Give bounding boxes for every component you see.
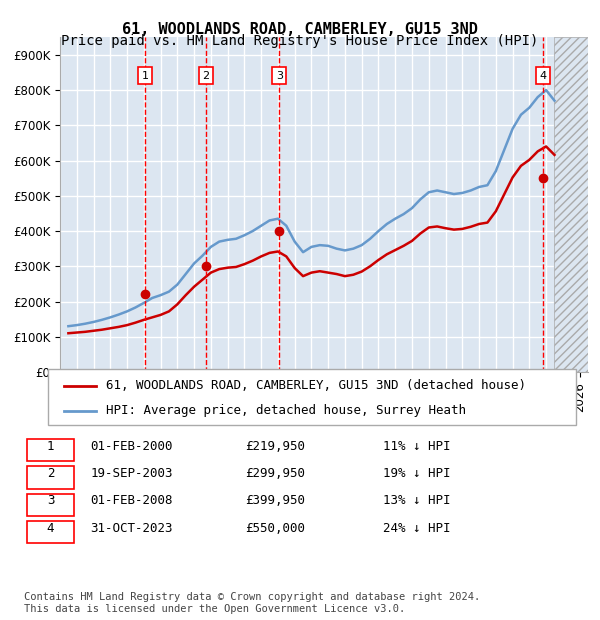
Text: 1: 1: [47, 440, 54, 453]
Text: Contains HM Land Registry data © Crown copyright and database right 2024.
This d: Contains HM Land Registry data © Crown c…: [24, 592, 480, 614]
Text: 19-SEP-2003: 19-SEP-2003: [90, 467, 173, 480]
Text: 19% ↓ HPI: 19% ↓ HPI: [383, 467, 450, 480]
Text: 01-FEB-2000: 01-FEB-2000: [90, 440, 173, 453]
Text: 4: 4: [539, 71, 547, 81]
Text: 13% ↓ HPI: 13% ↓ HPI: [383, 495, 450, 507]
Text: 3: 3: [47, 495, 54, 507]
Text: £550,000: £550,000: [245, 522, 305, 534]
FancyBboxPatch shape: [27, 521, 74, 543]
Text: 31-OCT-2023: 31-OCT-2023: [90, 522, 173, 534]
Text: £399,950: £399,950: [245, 495, 305, 507]
Text: 2: 2: [47, 467, 54, 480]
FancyBboxPatch shape: [27, 466, 74, 489]
Text: 1: 1: [142, 71, 149, 81]
Text: Price paid vs. HM Land Registry's House Price Index (HPI): Price paid vs. HM Land Registry's House …: [61, 34, 539, 48]
Text: HPI: Average price, detached house, Surrey Heath: HPI: Average price, detached house, Surr…: [106, 404, 466, 417]
Bar: [554, 37, 588, 372]
Text: 3: 3: [276, 71, 283, 81]
Text: 61, WOODLANDS ROAD, CAMBERLEY, GU15 3ND (detached house): 61, WOODLANDS ROAD, CAMBERLEY, GU15 3ND …: [106, 379, 526, 392]
Text: 4: 4: [47, 522, 54, 534]
Text: 01-FEB-2008: 01-FEB-2008: [90, 495, 173, 507]
Text: £219,950: £219,950: [245, 440, 305, 453]
Text: 2: 2: [203, 71, 210, 81]
FancyBboxPatch shape: [27, 494, 74, 516]
Text: 24% ↓ HPI: 24% ↓ HPI: [383, 522, 450, 534]
Text: £299,950: £299,950: [245, 467, 305, 480]
Text: 11% ↓ HPI: 11% ↓ HPI: [383, 440, 450, 453]
FancyBboxPatch shape: [27, 439, 74, 461]
Text: 61, WOODLANDS ROAD, CAMBERLEY, GU15 3ND: 61, WOODLANDS ROAD, CAMBERLEY, GU15 3ND: [122, 22, 478, 37]
FancyBboxPatch shape: [48, 369, 576, 425]
Bar: [554, 37, 588, 372]
